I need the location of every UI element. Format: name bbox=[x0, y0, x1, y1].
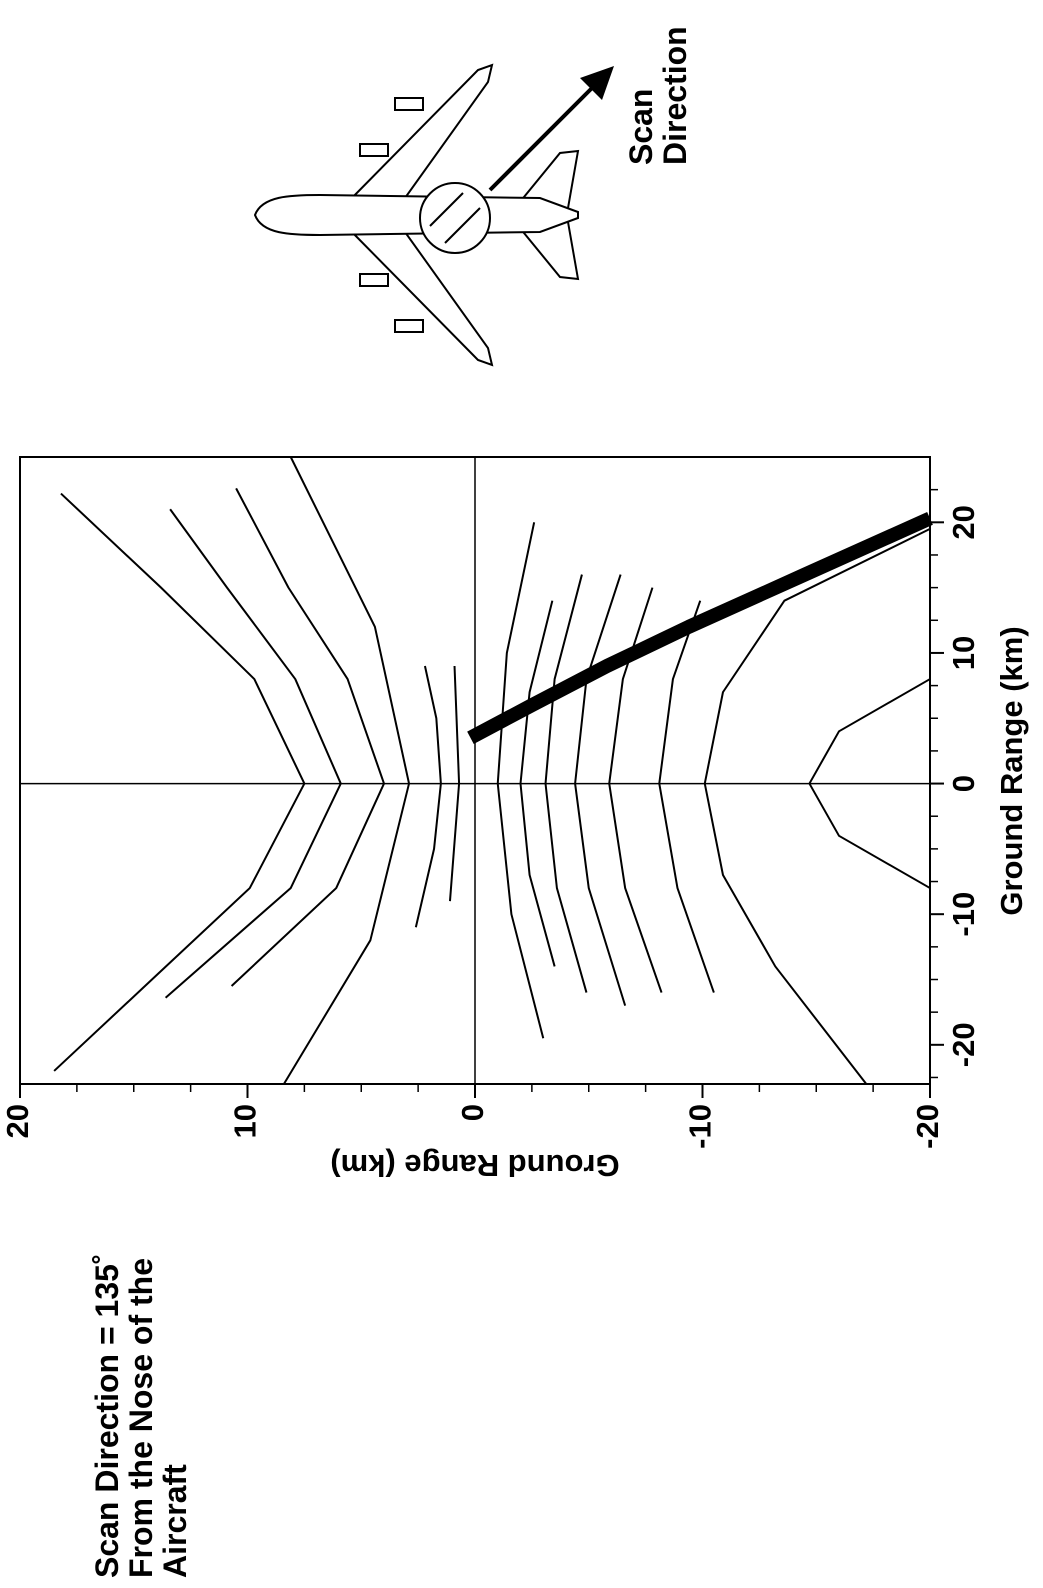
y-axis-title: Ground Range (km) bbox=[330, 1148, 619, 1183]
curve bbox=[414, 665, 442, 928]
curve bbox=[544, 574, 588, 993]
engine bbox=[359, 273, 389, 287]
y-tick-label: -20 bbox=[910, 1104, 945, 1149]
y-tick-label: 10 bbox=[228, 1104, 263, 1138]
curve bbox=[808, 678, 931, 889]
annotation: From the Nose of the bbox=[123, 1258, 159, 1578]
y-tick-label: 0 bbox=[455, 1104, 490, 1121]
annotation: Scan Direction = 135˚ bbox=[89, 1253, 125, 1578]
curve bbox=[448, 665, 461, 902]
curve bbox=[658, 600, 715, 993]
x-tick-label: -20 bbox=[946, 1022, 981, 1067]
curve bbox=[53, 492, 306, 1072]
rotodome-line bbox=[429, 192, 464, 227]
curve bbox=[519, 600, 556, 967]
x-tick-label: 10 bbox=[946, 636, 981, 670]
scan-arrow bbox=[488, 86, 594, 192]
wing bbox=[342, 63, 494, 206]
scan-arrowhead bbox=[580, 66, 614, 100]
x-tick-label: -10 bbox=[946, 892, 981, 937]
y-tick-label: -10 bbox=[683, 1104, 718, 1149]
x-tick-label: 20 bbox=[946, 505, 981, 539]
curve bbox=[703, 527, 931, 1085]
rotated-figure: Scan Direction = 135˚ From the Nose of t… bbox=[0, 26, 1029, 1578]
engine bbox=[394, 319, 424, 333]
curve bbox=[283, 456, 411, 1085]
rotodome bbox=[419, 182, 491, 254]
aircraft bbox=[253, 63, 580, 367]
curve bbox=[496, 522, 545, 1039]
annotation: Aircraft bbox=[157, 1464, 193, 1578]
curve bbox=[574, 574, 627, 1006]
scan-label: Direction bbox=[657, 26, 693, 165]
rotodome-line bbox=[444, 207, 481, 244]
curve bbox=[164, 508, 342, 999]
engine bbox=[394, 97, 424, 111]
scan-label: Scan bbox=[623, 89, 659, 165]
x-tick-label: 0 bbox=[946, 775, 981, 792]
curve bbox=[230, 487, 385, 987]
fuselage bbox=[253, 193, 579, 237]
x-axis-title: Ground Range (km) bbox=[994, 626, 1029, 915]
y-tick-label: 20 bbox=[0, 1104, 35, 1138]
curve bbox=[467, 512, 933, 745]
engine bbox=[359, 143, 389, 157]
